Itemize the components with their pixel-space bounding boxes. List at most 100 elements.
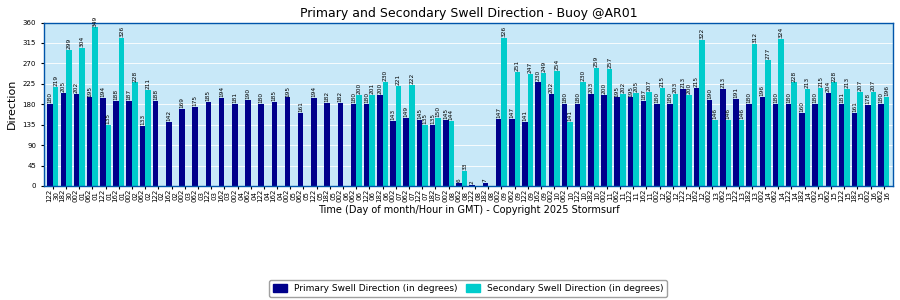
- Bar: [844, 89, 850, 186]
- Bar: [680, 89, 686, 186]
- Text: 194: 194: [219, 86, 224, 97]
- Bar: [284, 98, 291, 186]
- Text: 201: 201: [370, 83, 374, 94]
- Bar: [699, 40, 705, 186]
- Text: 215: 215: [818, 76, 824, 87]
- Bar: [145, 90, 150, 186]
- Text: 196: 196: [760, 85, 765, 96]
- Bar: [765, 60, 770, 186]
- Bar: [858, 92, 863, 186]
- Bar: [541, 73, 546, 186]
- Text: 205: 205: [634, 81, 638, 92]
- Text: 7: 7: [483, 178, 488, 182]
- Text: 254: 254: [554, 58, 560, 70]
- Text: 180: 180: [878, 92, 884, 103]
- Bar: [588, 94, 594, 186]
- Bar: [351, 104, 356, 186]
- Text: 219: 219: [53, 74, 58, 86]
- Text: 147: 147: [509, 107, 514, 118]
- Text: 203: 203: [589, 82, 593, 93]
- Text: 182: 182: [325, 91, 329, 102]
- Bar: [338, 103, 343, 186]
- Text: 191: 191: [734, 87, 739, 98]
- Text: 180: 180: [575, 92, 580, 103]
- Bar: [734, 99, 739, 186]
- Bar: [839, 104, 844, 186]
- Text: 228: 228: [792, 70, 796, 82]
- Bar: [634, 93, 639, 186]
- Bar: [48, 104, 53, 186]
- Bar: [660, 88, 665, 186]
- Bar: [713, 120, 718, 186]
- Text: 207: 207: [871, 80, 876, 91]
- Text: 175: 175: [193, 94, 198, 106]
- Bar: [113, 100, 119, 186]
- Text: 141: 141: [522, 110, 527, 121]
- Text: 230: 230: [580, 69, 586, 81]
- Bar: [791, 82, 797, 186]
- Text: 150: 150: [436, 106, 441, 117]
- Text: 195: 195: [285, 85, 290, 97]
- Bar: [179, 109, 184, 186]
- Text: 259: 259: [594, 56, 598, 68]
- Bar: [409, 85, 415, 186]
- Bar: [166, 122, 172, 186]
- Bar: [805, 89, 810, 186]
- Text: 180: 180: [668, 92, 672, 103]
- Bar: [654, 104, 660, 186]
- Text: 202: 202: [74, 82, 79, 93]
- Bar: [443, 120, 448, 186]
- Bar: [272, 102, 277, 186]
- Text: 194: 194: [311, 86, 317, 97]
- Bar: [470, 185, 475, 186]
- Text: 200: 200: [377, 83, 382, 94]
- Bar: [667, 104, 673, 186]
- Text: 142: 142: [166, 110, 171, 121]
- Bar: [87, 98, 93, 186]
- Bar: [580, 82, 586, 186]
- Text: 213: 213: [680, 77, 686, 88]
- Text: 146: 146: [713, 108, 717, 119]
- Bar: [562, 104, 567, 186]
- Bar: [140, 126, 145, 186]
- Bar: [607, 69, 612, 186]
- Bar: [686, 95, 691, 186]
- Bar: [324, 103, 330, 186]
- Bar: [813, 104, 818, 186]
- Text: 145: 145: [444, 108, 448, 119]
- Bar: [153, 100, 158, 186]
- Text: 160: 160: [799, 101, 805, 112]
- Bar: [536, 82, 541, 186]
- Text: 188: 188: [153, 88, 158, 100]
- Text: 185: 185: [206, 90, 211, 101]
- Bar: [831, 82, 837, 186]
- Text: 202: 202: [620, 82, 625, 93]
- Text: 312: 312: [752, 32, 757, 44]
- Text: 161: 161: [852, 101, 857, 112]
- Text: 324: 324: [778, 27, 784, 38]
- Legend: Primary Swell Direction (in degrees), Secondary Swell Direction (in degrees): Primary Swell Direction (in degrees), Se…: [269, 280, 667, 297]
- Bar: [356, 95, 362, 186]
- Bar: [422, 125, 427, 186]
- Bar: [522, 122, 527, 186]
- Bar: [258, 104, 264, 186]
- Bar: [119, 38, 124, 186]
- Text: 161: 161: [298, 101, 303, 112]
- Text: 187: 187: [641, 89, 646, 100]
- Text: 180: 180: [813, 92, 817, 103]
- Text: 205: 205: [61, 81, 66, 92]
- Text: 196: 196: [884, 85, 889, 96]
- Text: 222: 222: [410, 73, 414, 84]
- Bar: [746, 104, 751, 186]
- Bar: [436, 118, 441, 186]
- Text: 230: 230: [382, 69, 388, 81]
- Text: 6: 6: [456, 179, 462, 182]
- Text: 180: 180: [562, 92, 567, 103]
- Bar: [66, 50, 72, 186]
- Bar: [575, 104, 580, 186]
- Text: 149: 149: [404, 106, 409, 117]
- Bar: [127, 101, 132, 186]
- Bar: [548, 94, 554, 186]
- Y-axis label: Direction: Direction: [7, 79, 17, 129]
- Bar: [760, 97, 765, 186]
